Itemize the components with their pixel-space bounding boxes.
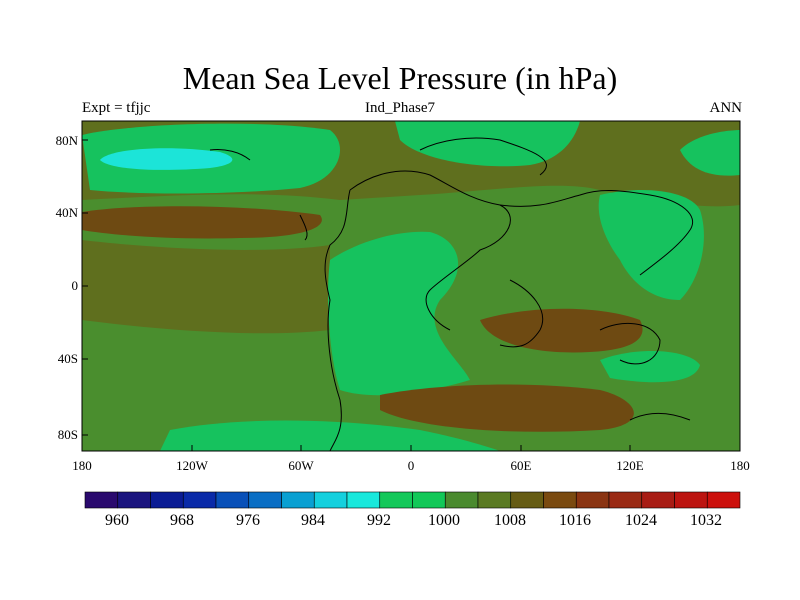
colorbar-swatch xyxy=(706,491,741,509)
lon-label: 180 xyxy=(730,458,750,473)
subtitle-left: Expt = tfjjc xyxy=(82,100,151,116)
lon-label: 120W xyxy=(176,458,208,473)
colorbar-swatch xyxy=(543,491,577,509)
colorbar-swatch xyxy=(150,491,184,509)
axis-ticks xyxy=(81,139,741,451)
pressure-region-green-atlantic xyxy=(395,121,580,167)
colorbar-label: 984 xyxy=(301,512,325,529)
colorbar-swatch xyxy=(641,491,675,509)
pressure-region-olive-tropics xyxy=(82,240,330,334)
colorbar xyxy=(84,491,741,509)
map-field xyxy=(82,121,740,451)
lon-label: 60E xyxy=(510,458,532,473)
colorbar-label: 960 xyxy=(105,512,129,529)
chart-title: Mean Sea Level Pressure (in hPa) xyxy=(182,60,618,96)
pressure-region-brown-south xyxy=(380,384,634,432)
colorbar-label: 1008 xyxy=(494,512,526,529)
lat-label: 80S xyxy=(57,427,78,442)
subtitle-right: ANN xyxy=(709,100,743,116)
pressure-region-green-southern-ocean xyxy=(160,420,500,451)
colorbar-label: 1000 xyxy=(428,512,460,529)
lon-label: 60W xyxy=(288,458,314,473)
pressure-region-green-asia xyxy=(598,190,704,300)
colorbar-swatch xyxy=(379,491,413,509)
colorbar-swatch xyxy=(510,491,544,509)
colorbar-swatch xyxy=(674,491,708,509)
pressure-region-cyan-low xyxy=(100,148,233,170)
pressure-region-green-northeast xyxy=(680,130,740,176)
colorbar-label: 1032 xyxy=(690,512,722,529)
pressure-region-brown-north xyxy=(82,206,322,239)
colorbar-swatch xyxy=(313,491,348,509)
pressure-region-green-atlantic-tropics xyxy=(328,231,470,396)
colorbar-swatch xyxy=(182,491,217,509)
colorbar-label: 968 xyxy=(170,512,194,529)
coastlines xyxy=(209,137,693,451)
colorbar-swatch xyxy=(444,491,479,509)
colorbar-swatch xyxy=(412,491,446,509)
colorbar-swatch xyxy=(346,491,381,509)
pressure-region-green-south-pacific xyxy=(600,350,700,383)
colorbar-swatch xyxy=(575,491,610,509)
colorbar-swatch xyxy=(477,491,512,509)
lat-label: 80N xyxy=(55,133,78,148)
lat-label: 0 xyxy=(71,278,79,293)
lon-label: 120E xyxy=(616,458,644,473)
subtitle-center: Ind_Phase7 xyxy=(365,100,435,116)
colorbar-label: 976 xyxy=(236,512,260,529)
colorbar-swatch xyxy=(117,491,151,509)
colorbar-label: 1016 xyxy=(559,512,591,529)
colorbar-label: 992 xyxy=(367,512,391,529)
lon-label: 0 xyxy=(407,458,415,473)
lat-label: 40S xyxy=(57,351,78,366)
lon-label: 180 xyxy=(72,458,92,473)
colorbar-swatch xyxy=(608,491,643,509)
colorbar-swatch xyxy=(215,491,250,509)
lat-label: 40N xyxy=(55,205,78,220)
colorbar-swatch xyxy=(248,491,282,509)
pressure-region-brown-indian xyxy=(480,308,643,353)
colorbar-swatch xyxy=(84,491,119,509)
colorbar-swatch xyxy=(281,491,315,509)
colorbar-label: 1024 xyxy=(625,512,657,529)
